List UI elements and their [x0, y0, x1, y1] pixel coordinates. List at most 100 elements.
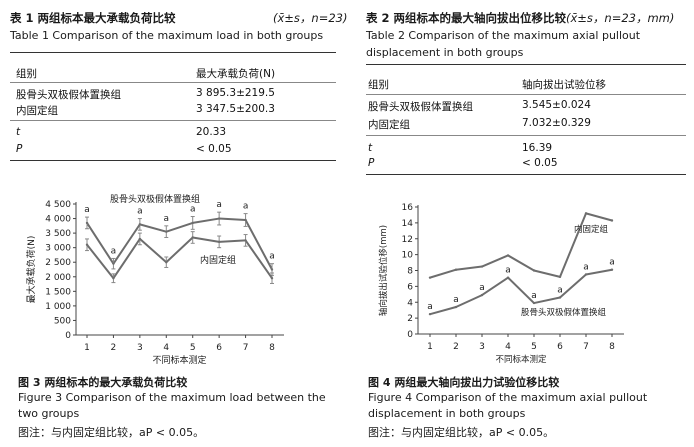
data-point — [138, 237, 142, 241]
series-label: 内固定组 — [200, 254, 236, 266]
significance-marker: a — [164, 214, 170, 224]
y-tick-label: 6 — [407, 282, 413, 292]
table2-row-value: 3.545±0.024 — [522, 99, 591, 111]
series-line — [429, 212, 613, 279]
x-tick-label: 5 — [190, 343, 196, 353]
data-point — [610, 219, 614, 222]
data-point — [165, 261, 168, 264]
table1-stat-value: 20.33 — [196, 126, 227, 138]
table1-top-rule — [10, 52, 336, 53]
x-tick-label: 2 — [453, 342, 459, 352]
y-tick-label: 8 — [407, 267, 413, 277]
data-point — [191, 236, 194, 239]
data-point — [244, 218, 247, 222]
table2-title-en: Table 2 Comparison of the maximum axial … — [366, 29, 641, 59]
table2-row-value: 7.032±0.329 — [522, 117, 591, 129]
significance-marker: a — [531, 291, 537, 301]
table2-title-meta: (x̄±s，n=23，mm) — [566, 11, 675, 25]
y-tick-label: 4 — [407, 298, 413, 308]
series-label: 股骨头双极假体置换组 — [521, 307, 607, 318]
x-axis-label: 不同标本测定 — [152, 354, 206, 366]
significance-marker: a — [137, 207, 143, 217]
significance-marker: a — [111, 246, 117, 256]
table2-row-label: 内固定组 — [368, 119, 410, 131]
x-tick-label: 2 — [111, 343, 117, 353]
y-tick-label: 1 000 — [45, 302, 71, 312]
y-tick-label: 12 — [402, 235, 413, 245]
data-point — [454, 305, 458, 309]
x-tick-label: 8 — [609, 342, 615, 352]
data-point — [480, 293, 484, 297]
figure4-caption-zh: 图 4 两组最大轴向拔出力试验位移比较 — [368, 376, 560, 389]
series-line — [429, 268, 613, 316]
x-tick-label: 1 — [84, 343, 90, 353]
data-point — [165, 230, 168, 233]
table2-header-value: 轴向拔出试验位移 — [522, 79, 606, 91]
data-point — [610, 268, 614, 271]
table1-stat-label: P — [16, 143, 23, 155]
data-point — [506, 254, 510, 257]
figure3-chart: 0 500 1 000 1 500 2 000 2 500 3 000 3 500 4 000 4… — [25, 193, 284, 366]
data-point — [85, 243, 89, 246]
x-tick-label: 6 — [557, 342, 563, 352]
x-tick-label: 3 — [137, 343, 143, 353]
table2-stat-label: t — [368, 142, 373, 154]
table2-header-group: 组别 — [368, 79, 389, 91]
x-axis-label: 不同标本测定 — [495, 354, 547, 365]
y-axis-label: 最大承载负荷(N) — [25, 236, 37, 304]
table1-header-value: 最大承载负荷(N) — [196, 68, 276, 80]
y-tick-label: 2 500 — [45, 258, 71, 268]
data-point — [270, 268, 274, 271]
table1-mid-rule — [10, 120, 336, 121]
y-tick-label: 0 — [65, 331, 71, 341]
x-tick-label: 7 — [583, 342, 589, 352]
significance-marker: a — [427, 302, 433, 312]
series-label: 内固定组 — [574, 224, 609, 235]
figure4-caption-en: Figure 4 Comparison of the maximum axial… — [368, 391, 648, 420]
table2-stat-value: < 0.05 — [522, 157, 558, 169]
data-point — [454, 268, 458, 271]
table1-stat-label: t — [16, 126, 21, 138]
table2-bottom-rule — [366, 174, 686, 175]
table1-title: 表 1 两组标本最大承载负荷比较 — [10, 11, 176, 25]
data-point — [112, 262, 115, 265]
y-tick-label: 500 — [54, 316, 71, 326]
data-point — [558, 275, 562, 279]
figure3-note: 图注：与内固定组比较，aP < 0.05。 — [18, 426, 205, 439]
significance-marker: a — [583, 262, 589, 272]
table2-stat-label: P — [368, 157, 375, 169]
x-tick-label: 4 — [505, 342, 511, 352]
y-tick-label: 1 500 — [45, 287, 71, 297]
figure3-caption-zh: 图 3 两组标本的最大承载负荷比较 — [18, 376, 188, 389]
significance-marker: a — [479, 283, 485, 293]
y-tick-label: 10 — [402, 251, 414, 261]
significance-marker: a — [609, 258, 615, 268]
y-tick-label: 4 000 — [45, 215, 71, 225]
x-tick-label: 1 — [427, 342, 433, 352]
data-point — [532, 269, 536, 272]
significance-marker: a — [557, 285, 563, 295]
y-tick-label: 16 — [402, 203, 414, 213]
y-tick-label: 2 000 — [45, 273, 71, 283]
table1-bottom-rule — [10, 160, 336, 161]
data-point — [558, 296, 562, 299]
x-tick-label: 5 — [531, 342, 537, 352]
y-tick-label: 3 000 — [45, 244, 71, 254]
y-tick-label: 3 500 — [45, 229, 71, 239]
table1-title-meta: (x̄±s，n=23) — [273, 11, 348, 25]
table1-row-value: 3 895.3±219.5 — [196, 87, 275, 99]
data-point — [217, 240, 221, 244]
table2-row-label: 股骨头双极假体置换组 — [368, 101, 473, 113]
y-tick-label: 0 — [407, 330, 413, 340]
x-tick-label: 3 — [479, 342, 485, 352]
table2-top-rule — [366, 64, 686, 65]
table1-row-label: 股骨头双极假体置换组 — [16, 89, 121, 101]
x-tick-label: 6 — [216, 343, 222, 353]
significance-marker: a — [243, 202, 249, 212]
significance-marker: a — [453, 295, 459, 305]
data-point — [85, 221, 89, 225]
data-point — [138, 223, 142, 226]
y-tick-label: 14 — [402, 219, 414, 229]
table1-title-en: Table 1 Comparison of the maximum load i… — [10, 29, 324, 42]
